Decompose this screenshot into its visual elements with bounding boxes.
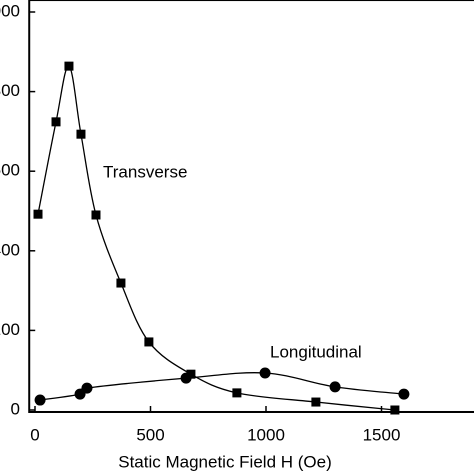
marker [180,372,192,384]
marker [33,209,43,219]
marker [398,388,410,400]
marker [259,367,271,379]
marker [91,210,101,220]
series-label: Transverse [103,162,187,181]
series-label: Longitudinal [270,342,362,361]
marker [144,337,154,347]
x-tick-label: 1000 [247,425,285,444]
y-tick-label: 800 [0,81,20,100]
x-tick-label: 500 [136,425,164,444]
y-tick-label: 400 [0,240,20,259]
marker [329,381,341,393]
x-tick-label: 1500 [363,425,401,444]
marker [186,369,196,379]
series-line [39,372,404,401]
y-tick-label: 600 [0,161,20,180]
marker [390,405,400,415]
marker [232,388,242,398]
y-tick-label: 200 [0,320,20,339]
marker [51,117,61,127]
marker [34,394,46,406]
marker [311,397,321,407]
marker [76,129,86,139]
marker [116,278,126,288]
y-tick-label: 1000 [0,1,20,20]
y-tick-label: 0 [11,399,20,418]
marker [64,61,74,71]
plot-frame [28,0,474,413]
x-axis-label: Static Magnetic Field H (Oe) [118,452,332,471]
marker [81,382,93,394]
x-tick-label: 0 [30,425,39,444]
